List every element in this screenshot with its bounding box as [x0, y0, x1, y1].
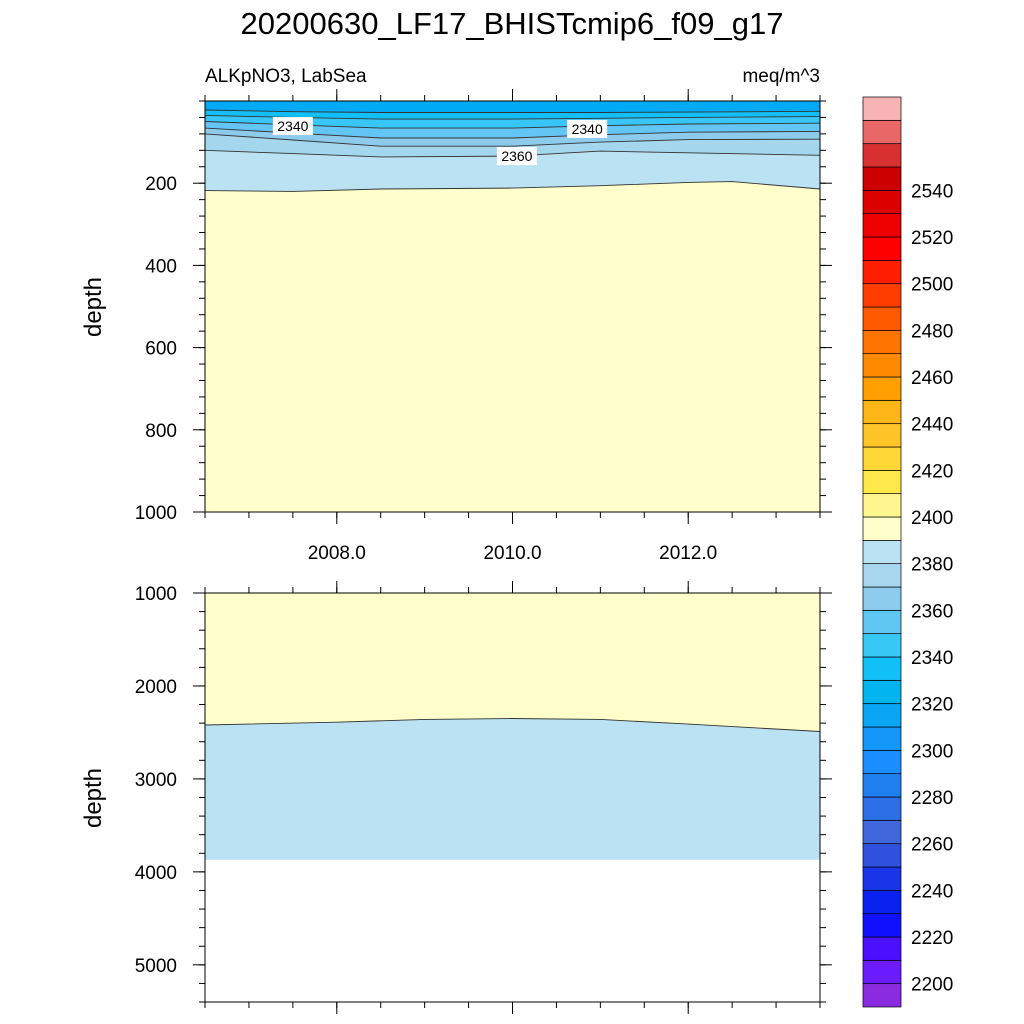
colorbar-label: 2380	[911, 555, 953, 576]
colorbar-swatch	[862, 189, 902, 215]
colorbar-swatch	[862, 376, 902, 401]
upper-ytick-label: 200	[145, 174, 177, 195]
colorbar-swatch	[862, 959, 902, 985]
colorbar-swatch	[862, 983, 902, 1008]
right-subtitle: meq/m^3	[742, 66, 820, 87]
colorbar-swatch	[862, 819, 902, 845]
lower-ytick-label: 3000	[135, 770, 177, 791]
upper-contour-label: 2340	[572, 121, 603, 137]
lower-ytick-label: 1000	[135, 584, 177, 605]
colorbar-swatch	[862, 796, 902, 821]
y-axis-label-lower: depth	[80, 768, 107, 828]
lower-ytick-label: 5000	[135, 956, 177, 977]
upper-xtick-label: 2010.0	[483, 543, 541, 564]
colorbar-swatch	[862, 166, 902, 191]
upper-ytick-label: 600	[145, 339, 177, 360]
colorbar-swatch	[862, 773, 902, 798]
lower-panel: 1000 2000 3000 4000 5000	[135, 581, 832, 1014]
colorbar-swatch	[862, 866, 902, 891]
colorbar-swatch	[862, 469, 902, 495]
colorbar-label: 2260	[911, 835, 953, 856]
colorbar-swatch	[862, 283, 902, 308]
colorbar-label: 2400	[911, 508, 953, 529]
colorbar-swatch	[862, 913, 902, 938]
colorbar-label: 2360	[911, 601, 953, 622]
colorbar-label: 2440	[911, 415, 953, 436]
upper-contour-label-box	[567, 119, 608, 138]
colorbar-swatch	[862, 633, 902, 658]
colorbar-swatch	[862, 259, 902, 285]
colorbar-swatch	[862, 96, 902, 121]
upper-contour-label: 2340	[277, 118, 308, 134]
colorbar-label: 2480	[911, 321, 953, 342]
colorbar-label: 2500	[911, 275, 953, 296]
colorbar-swatch	[862, 586, 902, 611]
colorbar-swatch	[862, 936, 902, 961]
colorbar-label: 2200	[911, 975, 953, 996]
colorbar-swatch	[862, 119, 902, 145]
upper-ytick-label: 1000	[135, 503, 177, 524]
colorbar-label: 2460	[911, 368, 953, 389]
upper-contour-2370	[205, 181, 820, 192]
colorbar-swatch	[862, 539, 902, 565]
colorbar-label: 2520	[911, 228, 953, 249]
colorbar-swatch	[862, 446, 902, 471]
colorbar-swatch	[862, 143, 902, 168]
colorbar-swatch	[862, 843, 902, 868]
upper-fill-band	[205, 181, 820, 512]
upper-contour-2350	[205, 133, 820, 147]
lower-fill-2360	[205, 718, 820, 860]
upper-xtick-label: 2008.0	[308, 543, 366, 564]
colorbar-swatch	[862, 749, 902, 775]
colorbar-swatch	[862, 563, 902, 588]
colorbar-swatch	[862, 656, 902, 681]
upper-xtick-label: 2012.0	[659, 543, 717, 564]
colorbar-swatch	[862, 889, 902, 915]
y-axis-label-upper: depth	[80, 277, 107, 337]
colorbar-swatch	[862, 236, 902, 261]
colorbar-label: 2220	[911, 928, 953, 949]
upper-ytick-label: 400	[145, 256, 177, 277]
colorbar-label: 2280	[911, 788, 953, 809]
colorbar-label: 2300	[911, 741, 953, 762]
colorbar-swatch	[862, 493, 902, 518]
upper-panel: 2340 2340 2360 200 400 600 800 1000 2008.0 2010.0…	[135, 89, 832, 564]
colorbar-swatch	[862, 213, 902, 238]
colorbar-label: 2540	[911, 181, 953, 202]
colorbar-label: 2320	[911, 695, 953, 716]
colorbar-swatch	[862, 353, 902, 378]
lower-ytick-label: 2000	[135, 677, 177, 698]
chart-title: 20200630_LF17_BHISTcmip6_f09_g17	[241, 6, 784, 41]
colorbar-label: 2340	[911, 648, 953, 669]
left-subtitle: ALKpNO3, LabSea	[205, 66, 367, 87]
colorbar-swatch	[862, 399, 902, 425]
upper-contour-label-box	[496, 147, 537, 166]
colorbar-swatch	[862, 516, 902, 541]
colorbar: 2200 2220 2240 2260 2280 2300 2320 2340 2360 2380…	[862, 96, 953, 1008]
colorbar-swatch	[862, 423, 902, 448]
colorbar-swatch	[862, 609, 902, 635]
lower-contour-2370	[205, 718, 820, 732]
upper-contour-label: 2360	[501, 148, 532, 164]
colorbar-swatch	[862, 306, 902, 331]
colorbar-label: 2240	[911, 881, 953, 902]
upper-ytick-label: 800	[145, 421, 177, 442]
colorbar-swatch	[862, 679, 902, 705]
upper-contour-label-box	[272, 117, 313, 136]
colorbar-swatch	[862, 703, 902, 728]
colorbar-swatch	[862, 329, 902, 355]
colorbar-label: 2420	[911, 461, 953, 482]
upper-contour-2330	[205, 109, 820, 113]
colorbar-swatch	[862, 726, 902, 751]
lower-ytick-label: 4000	[135, 863, 177, 884]
